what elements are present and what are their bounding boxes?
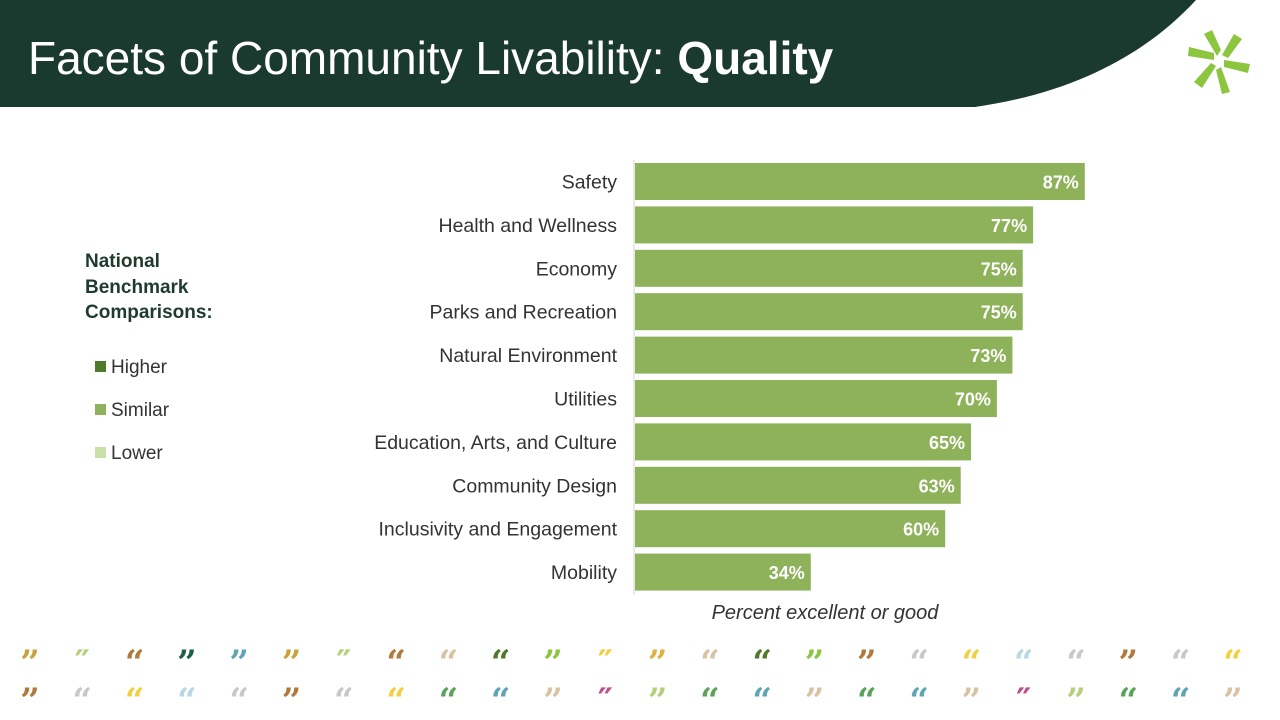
legend-item-lower: Lower xyxy=(95,443,163,465)
category-label: Economy xyxy=(536,258,618,280)
quote-mark-icon: “ xyxy=(490,686,511,712)
quote-mark-icon: ” xyxy=(543,648,563,674)
value-label: 73% xyxy=(970,346,1006,366)
quote-mark-icon: “ xyxy=(909,648,929,674)
quote-mark-icon: ” xyxy=(961,686,982,712)
category-label: Education, Arts, and Culture xyxy=(374,432,617,454)
bar-safety xyxy=(635,163,1085,200)
bar-economy xyxy=(635,249,1023,287)
quote-mark-icon: ” xyxy=(804,686,825,712)
quote-mark-icon: “ xyxy=(1170,648,1191,674)
quote-mark-icon: “ xyxy=(438,686,459,712)
legend-item-higher: Higher xyxy=(95,357,167,379)
quote-mark-icon: ” xyxy=(281,648,302,674)
category-label: Mobility xyxy=(551,562,617,584)
legend-item-similar: Similar xyxy=(95,400,169,422)
benchmark-legend: National Benchmark Comparisons: Higher S… xyxy=(85,249,245,464)
quote-mark-icon: ” xyxy=(177,648,197,674)
quote-mark-icon: “ xyxy=(438,648,459,674)
bar-chart: Safety 87% Health and Wellness 77% Economy 75… xyxy=(374,160,1085,624)
quote-mark-icon: “ xyxy=(752,686,772,712)
quote-mark-icon: ” xyxy=(804,648,825,674)
bar-community-design xyxy=(635,466,961,504)
quote-mark-icon: “ xyxy=(1223,648,1243,674)
bar-inclusivity-and-engagement xyxy=(635,510,946,548)
value-label: 60% xyxy=(903,520,939,540)
quote-mark-icon: ″ xyxy=(336,648,352,674)
logo-icon xyxy=(1188,30,1250,94)
quote-mark-icon: ” xyxy=(857,648,877,674)
page-title: Facets of Community Livability: Quality xyxy=(28,28,833,88)
quote-mark-icon: “ xyxy=(1013,648,1034,674)
quote-mark-icon: “ xyxy=(700,648,720,674)
category-label: Utilities xyxy=(554,389,617,411)
quote-mark-icon: ” xyxy=(543,686,563,712)
value-label: 77% xyxy=(991,216,1027,236)
quote-mark-icon: “ xyxy=(386,686,406,712)
quote-mark-icon: “ xyxy=(124,648,145,674)
quote-mark-icon: ” xyxy=(647,686,668,712)
value-label: 75% xyxy=(981,303,1017,323)
legend-swatch-higher xyxy=(95,361,106,372)
quote-mark-icon: ″ xyxy=(597,686,613,712)
bar-mobility xyxy=(635,553,811,591)
bar-parks-and-recreation xyxy=(635,293,1023,331)
category-label: Health and Wellness xyxy=(439,215,618,237)
quote-mark-icon: ” xyxy=(647,648,668,674)
header-band xyxy=(0,0,1196,107)
quote-mark-icon: “ xyxy=(229,686,249,712)
legend-swatch-similar xyxy=(95,404,106,415)
category-label: Parks and Recreation xyxy=(429,302,617,324)
page-title-bold: Quality xyxy=(677,32,834,84)
decorative-quote-marks: ” ″ “ ” ” ” ″ “ “ “ ” ″ ” “ “ ” ” “ “ “ “ ” “ “ ” “ “ “ “ ” “ “ “ “ ” ″ ” “ “ ”… xyxy=(0,640,1280,720)
bar-natural-environment xyxy=(635,336,1013,374)
legend-label-similar: Similar xyxy=(111,400,170,421)
category-label: Inclusivity and Engagement xyxy=(379,519,618,541)
category-label: Natural Environment xyxy=(439,345,617,367)
value-label: 70% xyxy=(955,390,991,410)
quote-mark-icon: “ xyxy=(857,686,877,712)
quote-mark-icon: “ xyxy=(961,648,982,674)
value-label: 65% xyxy=(929,433,965,453)
bar-health-and-wellness xyxy=(635,206,1034,244)
value-label: 75% xyxy=(981,259,1017,279)
quote-mark-icon: ” xyxy=(1118,648,1139,674)
quote-mark-icon: ” xyxy=(1223,686,1243,712)
quote-mark-icon: “ xyxy=(72,686,93,712)
quote-mark-icon: “ xyxy=(1066,648,1086,674)
quote-mark-icon: “ xyxy=(177,686,197,712)
quote-mark-icon: ” xyxy=(20,686,40,712)
quote-mark-icon: ″ xyxy=(597,648,613,674)
value-label: 34% xyxy=(769,563,805,583)
bar-education-arts-and-culture xyxy=(635,423,972,461)
legend-label-higher: Higher xyxy=(111,357,167,378)
value-label: 87% xyxy=(1043,173,1079,193)
quote-mark-icon: “ xyxy=(909,686,929,712)
quote-mark-icon: “ xyxy=(1170,686,1191,712)
legend-title: National Benchmark Comparisons: xyxy=(85,251,213,323)
category-label: Safety xyxy=(562,172,618,194)
quote-mark-icon: “ xyxy=(700,686,720,712)
value-label: 63% xyxy=(919,476,955,496)
quote-mark-icon: “ xyxy=(334,686,354,712)
quote-mark-icon: “ xyxy=(124,686,145,712)
quote-mark-icon: “ xyxy=(386,648,406,674)
bar-utilities xyxy=(635,380,997,417)
page-title-prefix: Facets of Community Livability: xyxy=(28,32,678,84)
quote-mark-icon: ” xyxy=(281,686,302,712)
legend-swatch-lower xyxy=(95,447,106,458)
quote-mark-icon: ” xyxy=(20,648,40,674)
quote-mark-icon: “ xyxy=(490,648,511,674)
quote-mark-icon: “ xyxy=(1118,686,1139,712)
quote-mark-icon: “ xyxy=(752,648,772,674)
legend-label-lower: Lower xyxy=(111,443,163,464)
quote-mark-icon: ″ xyxy=(1016,686,1032,712)
x-axis-label: Percent excellent or good xyxy=(712,602,940,624)
quote-mark-icon: ” xyxy=(1066,686,1086,712)
category-label: Community Design xyxy=(452,475,617,497)
quote-mark-icon: ″ xyxy=(74,648,90,674)
quote-mark-icon: ” xyxy=(229,648,249,674)
